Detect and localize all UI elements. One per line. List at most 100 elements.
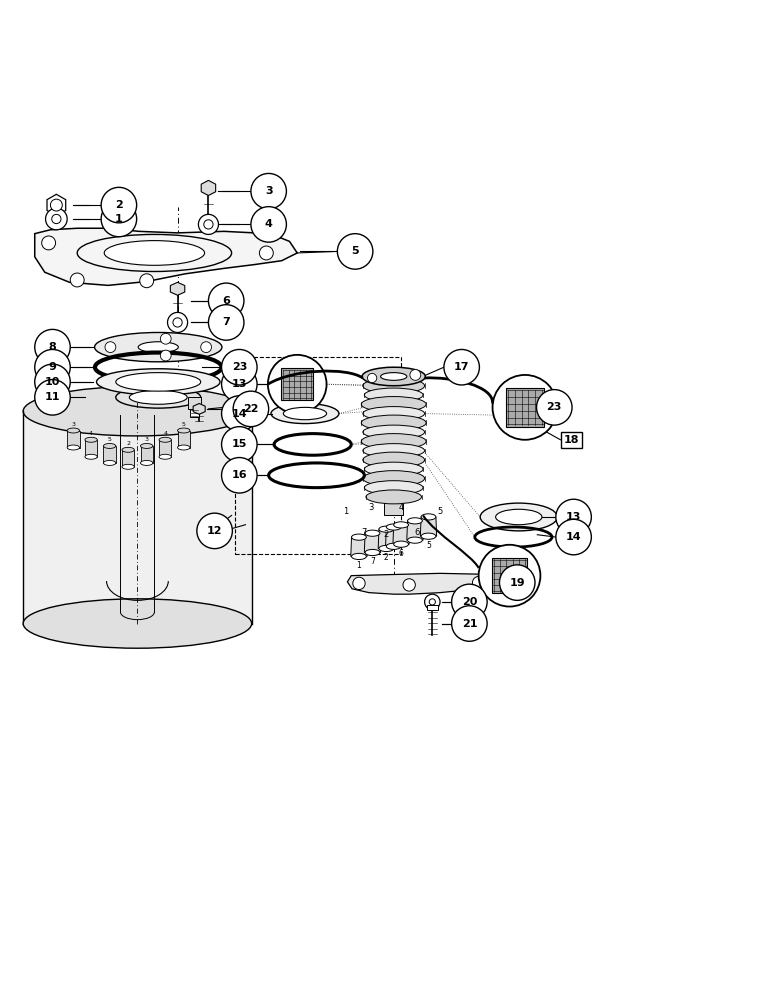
- Polygon shape: [364, 533, 381, 552]
- Ellipse shape: [363, 471, 425, 486]
- Circle shape: [259, 246, 273, 260]
- Ellipse shape: [496, 509, 542, 525]
- Circle shape: [35, 364, 70, 400]
- Ellipse shape: [408, 537, 422, 543]
- Text: 20: 20: [462, 597, 477, 607]
- Text: 7: 7: [222, 317, 230, 327]
- Circle shape: [201, 342, 212, 353]
- Text: 2: 2: [115, 200, 123, 210]
- Text: 13: 13: [566, 512, 581, 522]
- Ellipse shape: [159, 437, 171, 442]
- Text: 14: 14: [232, 409, 247, 419]
- Circle shape: [410, 370, 421, 380]
- Circle shape: [251, 173, 286, 209]
- Ellipse shape: [351, 553, 367, 560]
- Circle shape: [222, 396, 257, 431]
- Circle shape: [452, 606, 487, 641]
- Text: 7: 7: [362, 528, 367, 537]
- Ellipse shape: [85, 437, 97, 442]
- Polygon shape: [85, 440, 97, 457]
- Ellipse shape: [23, 387, 252, 436]
- Ellipse shape: [361, 434, 426, 449]
- Text: 3: 3: [71, 422, 76, 427]
- Text: 12: 12: [207, 526, 222, 536]
- Text: 14: 14: [566, 532, 581, 542]
- Text: 5: 5: [438, 507, 442, 516]
- Text: 1: 1: [357, 561, 361, 570]
- Circle shape: [168, 312, 188, 332]
- Text: 23: 23: [232, 362, 247, 372]
- Ellipse shape: [480, 503, 557, 531]
- Circle shape: [251, 207, 286, 242]
- Text: 21: 21: [462, 619, 477, 629]
- Polygon shape: [141, 446, 153, 463]
- Ellipse shape: [116, 373, 201, 391]
- Ellipse shape: [379, 545, 394, 552]
- Text: 10: 10: [45, 377, 60, 387]
- Polygon shape: [506, 388, 544, 427]
- Text: 5: 5: [426, 541, 431, 550]
- Polygon shape: [385, 527, 402, 546]
- Circle shape: [337, 234, 373, 269]
- Ellipse shape: [23, 599, 252, 648]
- Text: 5: 5: [107, 437, 112, 442]
- Circle shape: [50, 199, 63, 211]
- Polygon shape: [47, 194, 66, 216]
- Circle shape: [429, 599, 435, 605]
- Ellipse shape: [122, 447, 134, 452]
- Text: 9: 9: [49, 362, 56, 372]
- Text: 23: 23: [547, 402, 562, 412]
- Circle shape: [35, 380, 70, 415]
- Text: 8: 8: [49, 342, 56, 352]
- Ellipse shape: [364, 388, 423, 402]
- Circle shape: [452, 584, 487, 620]
- Ellipse shape: [141, 443, 153, 448]
- Circle shape: [161, 333, 171, 344]
- Text: 4: 4: [265, 219, 273, 229]
- Polygon shape: [384, 386, 403, 515]
- Ellipse shape: [103, 443, 116, 448]
- Circle shape: [222, 366, 257, 402]
- Ellipse shape: [421, 514, 436, 520]
- Ellipse shape: [96, 369, 220, 395]
- Circle shape: [161, 350, 171, 361]
- Text: 15: 15: [232, 439, 247, 449]
- Polygon shape: [420, 517, 437, 536]
- Text: 3: 3: [265, 186, 273, 196]
- Circle shape: [222, 427, 257, 462]
- Polygon shape: [67, 431, 80, 448]
- Ellipse shape: [283, 407, 327, 420]
- Circle shape: [173, 318, 182, 327]
- Text: 2: 2: [126, 441, 130, 446]
- Polygon shape: [188, 397, 201, 409]
- Text: 1: 1: [344, 507, 348, 516]
- Polygon shape: [122, 450, 134, 467]
- Circle shape: [197, 513, 232, 549]
- Text: 1: 1: [115, 214, 123, 224]
- Polygon shape: [407, 521, 423, 540]
- Ellipse shape: [381, 373, 407, 380]
- Ellipse shape: [363, 407, 425, 420]
- Ellipse shape: [361, 415, 426, 431]
- Circle shape: [42, 236, 56, 250]
- Polygon shape: [393, 525, 409, 544]
- Ellipse shape: [129, 390, 187, 404]
- Circle shape: [403, 579, 415, 591]
- Text: 7: 7: [370, 557, 375, 566]
- Polygon shape: [178, 431, 190, 448]
- Text: 3: 3: [144, 437, 149, 442]
- Ellipse shape: [94, 332, 222, 362]
- Circle shape: [493, 375, 557, 440]
- Polygon shape: [103, 446, 116, 463]
- Ellipse shape: [366, 490, 422, 504]
- Ellipse shape: [421, 533, 436, 539]
- Circle shape: [425, 594, 440, 610]
- Circle shape: [479, 545, 540, 607]
- Text: 6: 6: [415, 528, 419, 537]
- Ellipse shape: [138, 342, 178, 353]
- Text: 2: 2: [384, 553, 389, 562]
- Text: 18: 18: [564, 435, 579, 445]
- Polygon shape: [427, 605, 438, 610]
- Text: 4: 4: [89, 431, 93, 436]
- Polygon shape: [492, 558, 527, 593]
